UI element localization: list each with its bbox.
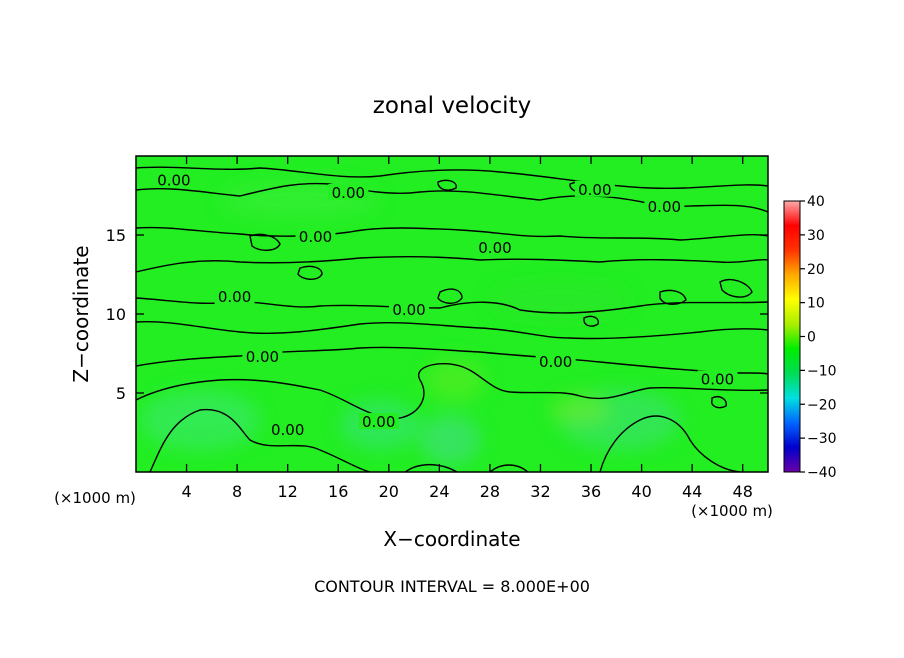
contour-label-bg <box>644 198 685 215</box>
contour-label: 0.00 <box>539 353 572 371</box>
contour-interval-note: CONTOUR INTERVAL = 8.000E+00 <box>314 577 590 596</box>
contour-label-bg <box>267 420 308 437</box>
contour-label: 0.00 <box>648 198 681 216</box>
colorbar-tick-label: −10 <box>807 363 837 379</box>
contour-label-bg <box>474 239 515 256</box>
contour-label: 0.00 <box>332 184 365 202</box>
colorbar-tick-label: −30 <box>807 431 837 447</box>
contour-label: 0.00 <box>578 181 611 199</box>
colorbar-tick-label: 30 <box>807 228 825 244</box>
contour-label-bg <box>153 171 194 188</box>
colorbar-tick-label: −20 <box>807 397 837 413</box>
y-tick-label: 5 <box>116 384 126 403</box>
contour-label: 0.00 <box>157 171 190 189</box>
x-tick-label: 4 <box>181 482 191 501</box>
y-tick-label: 15 <box>106 226 126 245</box>
contour-label-bg <box>389 300 430 317</box>
colorbar-tick-label: −40 <box>807 465 837 481</box>
contour-label: 0.00 <box>701 370 734 388</box>
contour-label: 0.00 <box>218 288 251 306</box>
contour-label: 0.00 <box>478 239 511 257</box>
x-unit-left: (×1000 m) <box>54 489 136 507</box>
contour-label-bg <box>535 352 576 369</box>
x-tick-label: 8 <box>232 482 242 501</box>
colorbar-tick-label: 20 <box>807 262 825 278</box>
x-tick-label: 28 <box>480 482 500 501</box>
contour-label-bg <box>328 183 369 200</box>
contour-label-bg <box>697 370 738 387</box>
contour-label-bg <box>242 348 283 365</box>
contour-label: 0.00 <box>271 421 304 439</box>
contour-label: 0.00 <box>246 348 279 366</box>
x-tick-label: 32 <box>530 482 550 501</box>
x-tick-label: 12 <box>278 482 298 501</box>
chart-title: zonal velocity <box>373 93 531 119</box>
y-axis-label: Z−coordinate <box>69 245 93 382</box>
plot-area: 0.00 0.00 0.00 0.00 0.00 0.00 0.00 0.00 0.00 0.00… <box>136 156 768 472</box>
contour-label: 0.00 <box>362 413 395 431</box>
x-tick-label: 44 <box>682 482 702 501</box>
colorbar-tick-label: 40 <box>807 194 825 210</box>
x-tick-label: 48 <box>733 482 753 501</box>
contour-label: 0.00 <box>392 301 425 319</box>
x-tick-label: 40 <box>631 482 651 501</box>
contour-label-bg <box>214 288 255 305</box>
y-axis-ticks: 5 10 15 <box>106 226 768 403</box>
colorbar-gradient <box>783 200 801 473</box>
colorbar-tick-label: 0 <box>807 330 816 346</box>
x-unit-right: (×1000 m) <box>691 502 773 520</box>
x-tick-label: 36 <box>581 482 601 501</box>
contour-label-bg <box>295 228 336 245</box>
colorbar-ticks: 40 30 20 10 0 −10 −20 −30 −40 <box>800 194 837 481</box>
contour-label: 0.00 <box>299 228 332 246</box>
x-tick-label: 16 <box>328 482 348 501</box>
colorbar: 40 30 20 10 0 −10 −20 −30 −40 <box>783 194 837 481</box>
colorbar-tick-label: 10 <box>807 296 825 312</box>
y-tick-label: 10 <box>106 305 126 324</box>
x-axis-ticks: 4 8 12 16 20 24 28 32 36 40 44 48 <box>181 156 753 501</box>
field-shading <box>140 180 680 465</box>
contour-labels: 0.00 0.00 0.00 0.00 0.00 0.00 0.00 0.00 0.00 0.00… <box>153 171 738 439</box>
x-axis-label: X−coordinate <box>383 527 520 551</box>
x-tick-label: 20 <box>379 482 399 501</box>
contour-label-bg <box>358 413 399 430</box>
x-tick-label: 24 <box>429 482 449 501</box>
contour-label-bg <box>574 180 615 197</box>
